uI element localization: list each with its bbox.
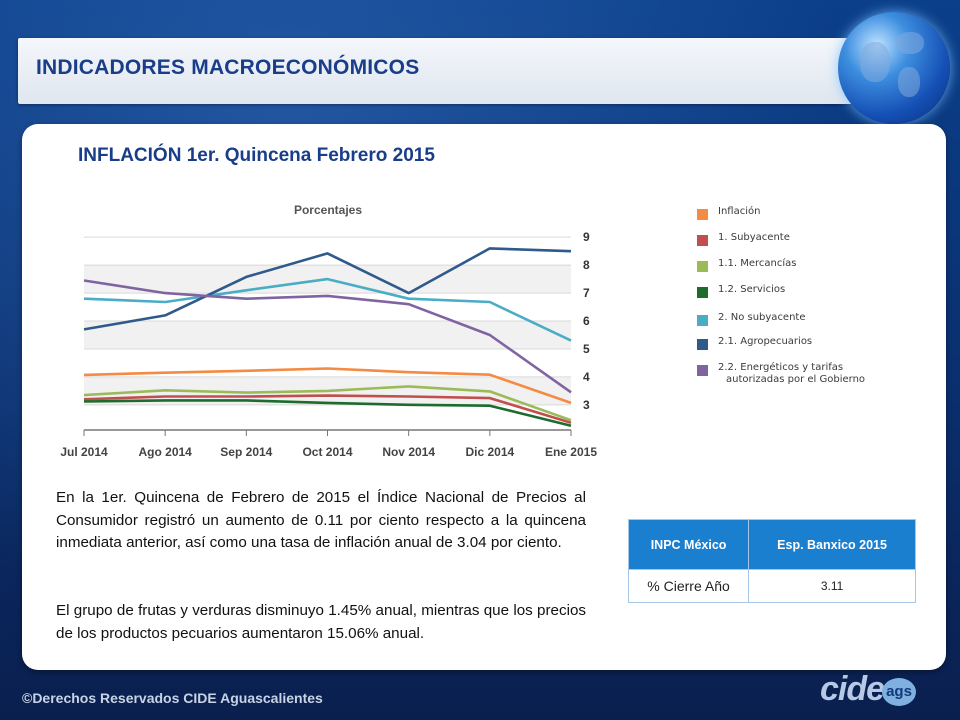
legend-swatch: [697, 209, 708, 220]
x-tick-label: Dic 2014: [465, 445, 514, 459]
footer-copyright: ©Derechos Reservados CIDE Aguascalientes: [22, 690, 323, 706]
header-title: INDICADORES MACROECONÓMICOS: [36, 56, 420, 79]
legend-label-line2: autorizadas por el Gobierno: [726, 374, 866, 385]
x-tick-label: Oct 2014: [302, 445, 352, 459]
paragraph-inpc: En la 1er. Quincena de Febrero de 2015 e…: [56, 489, 586, 551]
series-line-5: [83, 247, 572, 331]
y-tick-label: 6: [583, 314, 590, 328]
legend-label: 2.1. Agropecuarios: [718, 336, 813, 347]
legend-label: 2. No subyacente: [718, 312, 806, 323]
page-title: INFLACIÓN 1er. Quincena Febrero 2015: [78, 145, 435, 166]
logo-mark: cide: [820, 670, 885, 708]
logo-badge: ags: [882, 678, 916, 706]
table-header-banxico: Esp. Banxico 2015: [748, 519, 916, 570]
x-tick-label: Ene 2015: [545, 445, 597, 459]
legend-label: Inflación: [718, 206, 761, 217]
legend-swatch: [697, 261, 708, 272]
inflation-line-chart: 3 4 5 6 7 8 9 Jul 2014 Ago 2014 Sep 2014 Oct 2014 N…: [60, 203, 597, 459]
y-tick-label: 5: [583, 342, 590, 356]
y-tick-label: 9: [583, 230, 590, 244]
x-tick-label: Nov 2014: [382, 445, 435, 459]
table-row: % Cierre Año 3.11: [627, 569, 916, 603]
series-line-6: [83, 279, 572, 394]
series-line-1: [83, 394, 572, 424]
x-tick-label: Ago 2014: [138, 445, 192, 459]
y-tick-label: 3: [583, 398, 590, 412]
grid-band: [84, 321, 571, 349]
inpc-table: INPC México Esp. Banxico 2015 % Cierre A…: [627, 519, 916, 603]
chart-title: Porcentajes: [294, 203, 362, 217]
series-line-3: [83, 399, 572, 428]
series-line-2: [83, 385, 572, 422]
y-tick-label: 8: [583, 258, 590, 272]
series-line-0: [83, 367, 572, 405]
table-cell-label: % Cierre Año: [627, 569, 750, 603]
legend-label: 1.1. Mercancías: [718, 258, 797, 269]
series-line-4: [83, 277, 572, 342]
legend-label: 2.2. Energéticos y tarifas autorizadas po…: [718, 362, 866, 385]
x-tick-label: Jul 2014: [60, 445, 108, 459]
legend-swatch: [697, 339, 708, 350]
paragraph-frutas: El grupo de frutas y verduras disminuyo …: [56, 602, 586, 642]
table-header-row: INPC México Esp. Banxico 2015: [627, 519, 916, 570]
cide-logo: cide ags: [820, 672, 936, 712]
table-cell-value: 3.11: [748, 569, 916, 603]
header-bar: [18, 38, 878, 104]
x-tick-label: Sep 2014: [220, 445, 272, 459]
legend-swatch: [697, 235, 708, 246]
globe-icon: [838, 12, 950, 124]
legend-swatch: [697, 365, 708, 376]
y-tick-label: 4: [583, 370, 590, 384]
legend-swatch: [697, 287, 708, 298]
legend-swatch: [697, 315, 708, 326]
y-tick-label: 7: [583, 286, 590, 300]
table-header-inpc: INPC México: [627, 519, 750, 570]
legend-label: 1.2. Servicios: [718, 284, 786, 295]
legend-label: 1. Subyacente: [718, 232, 790, 243]
